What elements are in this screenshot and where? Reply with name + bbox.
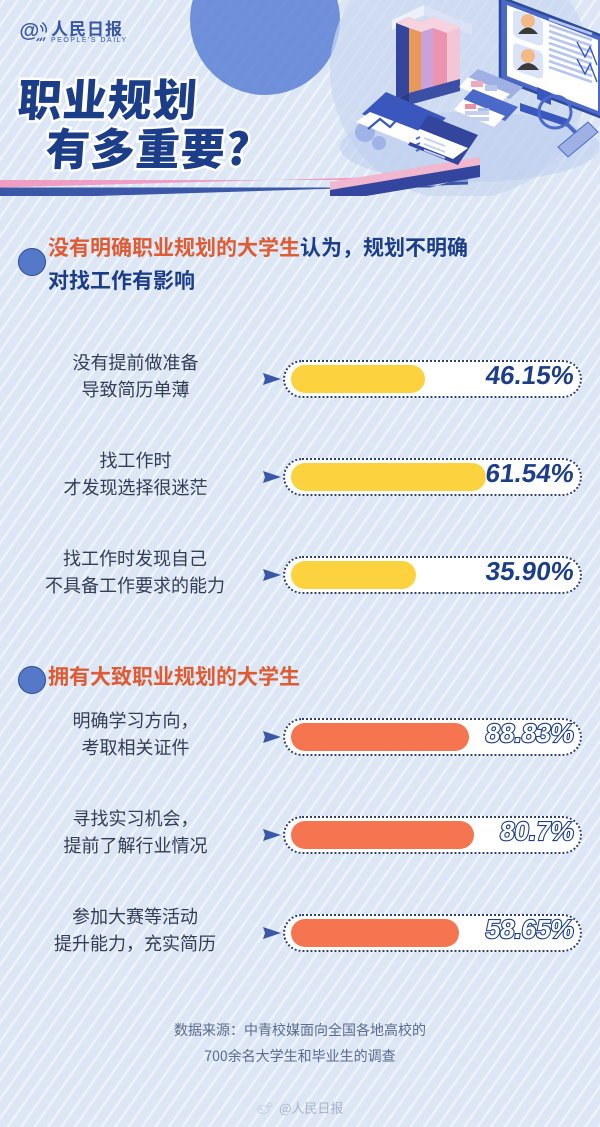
svg-text:@: @ [19,19,39,42]
